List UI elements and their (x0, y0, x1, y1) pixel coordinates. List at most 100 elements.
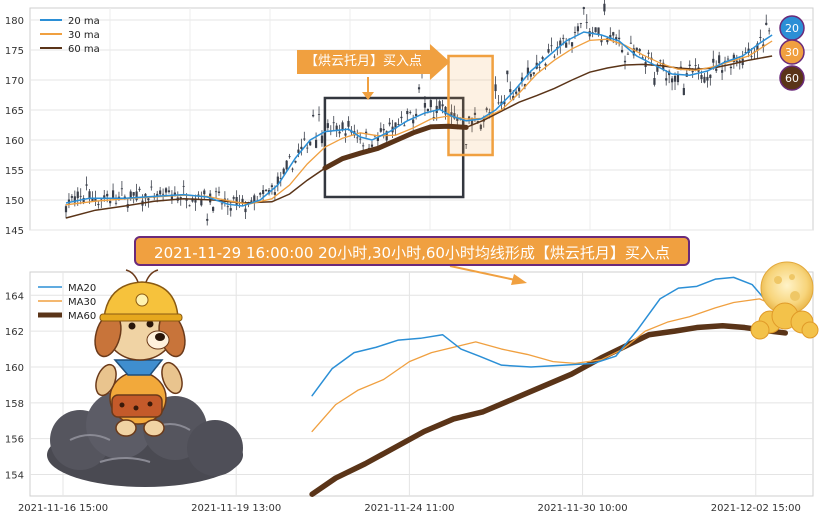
candle-body (712, 58, 715, 63)
candle-body (147, 198, 150, 201)
candle-body (526, 67, 530, 76)
candle-body (341, 122, 344, 130)
candle-body (338, 131, 341, 134)
candle-body (559, 40, 562, 46)
candle-body (426, 108, 429, 112)
candle-body (553, 56, 556, 58)
candle-body (197, 194, 200, 196)
candle-body (388, 122, 391, 125)
bottom-ma-lines (309, 276, 789, 497)
candle-body (106, 193, 109, 197)
candle-body (370, 144, 374, 147)
candle-body (120, 188, 124, 190)
candle-body (282, 168, 285, 174)
candle-body (64, 206, 68, 213)
legend-label-20ma: 20 ma (68, 16, 100, 27)
candle-body (715, 68, 718, 71)
top-y-tick-label: 165 (5, 106, 24, 117)
candle-body (309, 141, 312, 146)
candle-body (415, 113, 418, 116)
candle-body (314, 139, 318, 148)
candle-body (203, 190, 206, 195)
badge-60-label: 60 (785, 72, 799, 85)
candle-body (450, 112, 453, 117)
candle-body (161, 193, 165, 195)
candle-body (641, 57, 644, 59)
bottom-y-tick-label: 158 (5, 399, 24, 410)
candle-body (129, 191, 132, 198)
top-y-tick-label: 175 (5, 46, 24, 57)
candle-body (150, 186, 153, 188)
legend-label-ma20: MA20 (68, 283, 96, 294)
candle-body (720, 70, 724, 73)
candle-body (264, 189, 268, 192)
candle-body (444, 106, 447, 115)
top-y-ticks: 145 150 155 160 165 170 175 180 (5, 16, 24, 237)
candle-body (188, 205, 191, 207)
candle-body (509, 89, 512, 93)
annotation-boxes (323, 54, 494, 199)
top-y-tick-label: 155 (5, 166, 24, 177)
candle-body (670, 78, 674, 83)
candle-body (615, 37, 618, 41)
candle-body (303, 138, 306, 140)
candle-body (144, 193, 147, 199)
top-y-tick-label: 170 (5, 76, 24, 87)
candle-body (673, 75, 677, 82)
candle-body (529, 73, 532, 77)
candle-body (273, 192, 276, 195)
candle-body (497, 102, 500, 104)
candle-body (438, 101, 441, 110)
candle-body (653, 78, 656, 85)
bottom-x-tick-label: 2021-11-19 13:00 (191, 503, 281, 514)
bottom-x-tick-label: 2021-11-24 11:00 (364, 503, 454, 514)
candle-body (603, 3, 606, 12)
candle-body (612, 32, 615, 36)
candle-body (600, 39, 603, 43)
candle-body (606, 37, 609, 43)
candle-body (214, 191, 218, 193)
ma60-line-bottom (309, 323, 789, 497)
candle-body (591, 32, 594, 34)
candle-body (659, 60, 662, 62)
candle-body (688, 64, 691, 66)
legend-label-ma60: MA60 (68, 311, 96, 322)
buy-point-arrow-callout (297, 44, 450, 100)
candle-body (185, 199, 188, 201)
bottom-x-tick-label: 2021-11-16 15:00 (18, 503, 108, 514)
candle-body (756, 43, 759, 51)
candle-body (597, 27, 600, 35)
cartoon-dog-illustration (47, 269, 243, 487)
candle-body (679, 66, 683, 68)
bottom-y-tick-label: 164 (5, 291, 24, 302)
candle-body (665, 78, 668, 81)
candle-body (409, 112, 412, 113)
candle-body (170, 194, 174, 200)
candle-body (432, 117, 435, 119)
candle-body (159, 190, 162, 195)
candle-body (100, 199, 103, 201)
candle-body (479, 124, 482, 130)
candle-body (768, 30, 771, 32)
candle-body (579, 23, 582, 24)
buy-signal-banner: 2021-11-29 16:00:00 20小时,30小时,60小时均线形成【烘… (134, 236, 690, 266)
candle-body (576, 26, 580, 32)
candle-body (550, 45, 553, 47)
candle-body (359, 138, 362, 140)
candle-body (306, 147, 309, 149)
candle-body (253, 195, 256, 203)
candle-body (373, 135, 377, 137)
candle-body (85, 184, 88, 186)
candle-body (362, 145, 365, 147)
candle-body (179, 197, 182, 200)
candle-body (326, 123, 329, 128)
badge-30 (779, 39, 805, 65)
legend-label-30ma: 30 ma (68, 30, 100, 41)
candle-body (565, 42, 568, 48)
top-chart-panel: 145 150 155 160 165 170 175 180 20 ma 30 ma 60 … (5, 0, 814, 237)
candle-body (626, 53, 630, 55)
moon-illustration (750, 261, 819, 340)
candle-body (394, 122, 397, 129)
